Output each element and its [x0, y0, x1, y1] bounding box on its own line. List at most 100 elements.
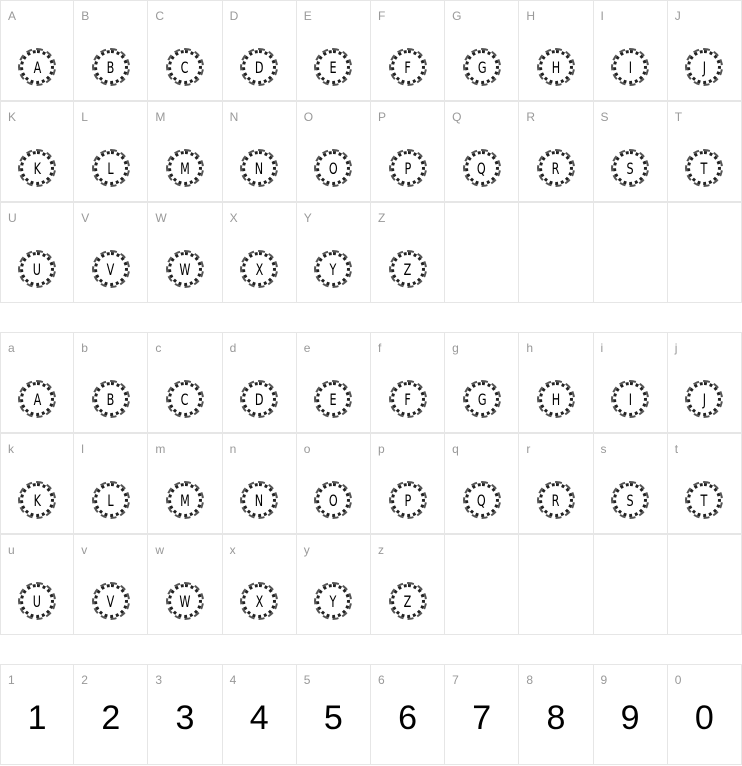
wreath-glyph: T — [685, 481, 724, 519]
glyph-label: c — [155, 341, 162, 355]
glyph-label: y — [303, 543, 310, 557]
wreath-glyph: V — [91, 250, 130, 288]
wreath-glyph: Z — [388, 582, 427, 620]
glyph-preview: R — [552, 158, 560, 178]
glyph-label: i — [600, 341, 604, 355]
glyph-preview: T — [700, 490, 708, 510]
wreath-glyph: D — [240, 48, 279, 86]
glyph-label: Z — [377, 211, 386, 225]
glyph-label: z — [377, 543, 384, 557]
wreath-glyph: L — [91, 481, 130, 519]
glyph-label: n — [229, 442, 237, 456]
wreath-glyph: P — [388, 481, 427, 519]
wreath-glyph: U — [18, 582, 57, 620]
glyph-preview: D — [254, 389, 264, 409]
glyph-preview: V — [106, 259, 115, 279]
empty-cell — [445, 534, 520, 635]
wreath-glyph: F — [388, 380, 427, 418]
wreath-glyph: T — [685, 149, 724, 187]
glyph-preview: 8 — [546, 699, 566, 737]
glyph-label: B — [81, 9, 90, 23]
glyph-label: a — [8, 341, 15, 355]
glyph-label: G — [452, 9, 462, 23]
empty-cell — [667, 534, 742, 635]
glyph-preview: G — [477, 57, 487, 77]
glyph-label: F — [377, 9, 386, 23]
glyph-preview: Z — [403, 591, 412, 611]
glyph-preview: O — [328, 158, 338, 178]
glyph-preview: T — [700, 158, 708, 178]
glyph-preview: Q — [477, 158, 487, 178]
glyph-preview: C — [181, 389, 189, 409]
glyph-preview: L — [107, 158, 114, 178]
glyph-label: 8 — [526, 673, 533, 687]
glyph-label: N — [229, 110, 239, 124]
glyph-label: l — [81, 442, 84, 456]
glyph-preview: K — [33, 158, 41, 178]
glyph-preview: Q — [477, 490, 487, 510]
empty-cell — [593, 534, 668, 635]
glyph-preview: N — [254, 490, 264, 510]
glyph-label: t — [674, 442, 679, 456]
glyph-label: h — [526, 341, 533, 355]
glyph-preview: Y — [329, 259, 337, 279]
glyph-preview: P — [404, 158, 411, 178]
glyph-label: I — [600, 9, 604, 23]
glyph-label: C — [155, 9, 165, 23]
glyph-preview: V — [106, 591, 115, 611]
glyph-preview: A — [33, 389, 41, 409]
wreath-glyph: Q — [462, 481, 501, 519]
glyph-preview: 4 — [249, 699, 269, 737]
glyph-preview: S — [626, 490, 634, 510]
empty-cell — [445, 202, 520, 303]
glyph-preview: Y — [329, 591, 337, 611]
wreath-glyph: S — [611, 149, 650, 187]
glyph-label: 4 — [229, 673, 237, 687]
glyph-preview: I — [628, 389, 632, 409]
glyph-preview: G — [477, 389, 487, 409]
glyph-label: x — [229, 543, 236, 557]
wreath-glyph: W — [165, 250, 204, 288]
glyph-label: V — [81, 211, 90, 225]
glyph-preview: E — [329, 389, 337, 409]
glyph-preview: M — [180, 490, 190, 510]
glyph-preview: L — [107, 490, 114, 510]
glyph-preview: N — [254, 158, 264, 178]
glyph-label: X — [229, 211, 238, 225]
glyph-preview: O — [328, 490, 338, 510]
glyph-label: A — [8, 9, 17, 23]
empty-cell — [519, 534, 594, 635]
glyph-preview: 2 — [101, 699, 121, 737]
glyph-preview: W — [179, 259, 191, 279]
wreath-glyph: G — [462, 380, 501, 418]
glyph-preview: 3 — [175, 699, 195, 737]
glyph-preview: H — [551, 57, 561, 77]
wreath-glyph: K — [18, 149, 57, 187]
wreath-glyph: Q — [462, 149, 501, 187]
